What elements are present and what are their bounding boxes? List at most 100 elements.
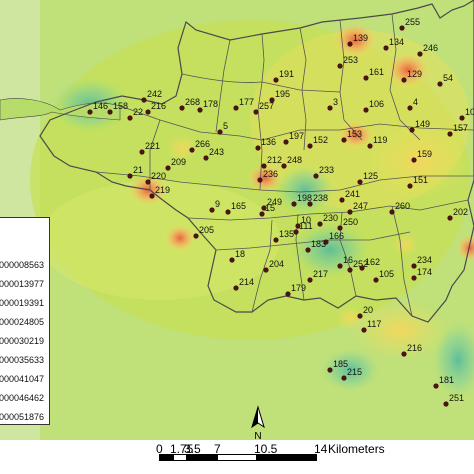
sample-point-marker — [261, 163, 267, 169]
sample-point-marker — [293, 229, 299, 235]
sample-point-label: 152 — [313, 135, 328, 145]
sample-point-marker — [145, 179, 151, 185]
sample-point-label: 159 — [417, 149, 432, 159]
sample-point-marker — [347, 41, 353, 47]
sample-point-label: 220 — [151, 171, 166, 181]
sample-point-marker — [281, 163, 287, 169]
sample-point-marker — [87, 109, 93, 115]
sample-point-label: 252 — [353, 259, 368, 269]
sample-point-label: 238 — [313, 193, 328, 203]
sample-point-marker — [327, 367, 333, 373]
sample-point-label: 21 — [133, 165, 143, 175]
sample-point-label: 204 — [269, 259, 284, 269]
legend-value: 000035633 — [0, 355, 45, 365]
sample-point-label: 146 — [93, 101, 108, 111]
sample-point-marker — [203, 155, 209, 161]
scale-segment — [187, 454, 217, 461]
sample-point-marker — [347, 267, 353, 273]
sample-point-label: 157 — [453, 123, 468, 133]
sample-point-marker — [307, 143, 313, 149]
sample-point-label: 15 — [265, 203, 275, 213]
sample-point-marker — [145, 109, 151, 115]
sample-point-marker — [401, 77, 407, 83]
sample-point-label: 241 — [345, 189, 360, 199]
sample-point-label: 197 — [289, 131, 304, 141]
sample-point-marker — [291, 201, 297, 207]
sample-point-label: 177 — [239, 97, 254, 107]
sample-point-marker — [269, 97, 275, 103]
sample-point-label: 249 — [267, 197, 282, 207]
scale-segment — [257, 454, 317, 461]
sample-point-label: 162 — [365, 257, 380, 267]
scale-segment — [159, 454, 173, 461]
sample-point-marker — [233, 285, 239, 291]
sample-point-marker — [337, 63, 343, 69]
sample-point-marker — [367, 143, 373, 149]
sample-point-marker — [263, 267, 269, 273]
sample-point-label: 54 — [443, 73, 453, 83]
sample-point-label: 251 — [449, 393, 464, 403]
sample-point-label: 253 — [343, 55, 358, 65]
legend-value: 000046462 — [0, 393, 45, 403]
sample-point-label: 255 — [405, 17, 420, 27]
sample-point-marker — [447, 215, 453, 221]
sample-point-label: 230 — [323, 213, 338, 223]
sample-point-marker — [107, 109, 113, 115]
sample-point-marker — [307, 277, 313, 283]
sample-point-label: 183 — [311, 239, 326, 249]
sample-point-label: 166 — [329, 231, 344, 241]
sample-point-marker — [259, 211, 265, 217]
sample-point-label: 4 — [413, 97, 418, 107]
legend-value: 000019391 — [0, 298, 45, 308]
legend: 000008563 000013977 000019391 000024805 0000… — [0, 217, 50, 425]
sample-point-marker — [341, 375, 347, 381]
sample-point-label: 215 — [347, 367, 362, 377]
sample-point-label: 134 — [389, 37, 404, 47]
scale-tick-label: 7 — [214, 442, 221, 456]
sample-point-label: 216 — [407, 343, 422, 353]
sample-point-label: 174 — [417, 267, 432, 277]
sample-point-label: 117 — [367, 319, 381, 329]
sample-point-marker — [233, 105, 239, 111]
scale-bar: 0 1.75 3.5 7 10.5 14 — [155, 442, 328, 470]
sample-point-marker — [347, 209, 353, 215]
sample-point-marker — [337, 263, 343, 269]
scale-segment — [217, 454, 257, 461]
sample-point-label: 102 — [465, 107, 474, 117]
sample-point-marker — [411, 275, 417, 281]
sample-point-marker — [229, 257, 235, 263]
sample-point-label: 191 — [279, 69, 294, 79]
sample-point-marker — [127, 173, 133, 179]
sample-point-label: 178 — [203, 99, 218, 109]
sample-point-marker — [257, 177, 263, 183]
sample-point-marker — [361, 327, 367, 333]
sample-point-label: 161 — [369, 67, 384, 77]
sample-point-marker — [341, 137, 347, 143]
sample-point-label: 119 — [373, 135, 387, 145]
sample-point-marker — [261, 205, 267, 211]
sample-point-marker — [433, 383, 439, 389]
sample-point-label: 248 — [287, 155, 302, 165]
sample-point-marker — [437, 81, 443, 87]
sample-point-marker — [363, 75, 369, 81]
scale-tick-label: 3.5 — [184, 442, 201, 456]
sample-point-marker — [409, 127, 415, 133]
sample-point-marker — [255, 145, 261, 151]
sample-point-marker — [307, 201, 313, 207]
sample-point-marker — [197, 107, 203, 113]
sample-point-label: 106 — [369, 99, 384, 109]
scale-tick-label: 14 — [314, 442, 328, 456]
sample-point-marker — [317, 221, 323, 227]
legend-value: 000030219 — [0, 336, 45, 346]
sample-point-marker — [127, 115, 133, 121]
sample-point-label: 105 — [379, 269, 394, 279]
sample-point-label: 221 — [145, 141, 160, 151]
sample-point-label: 129 — [407, 69, 422, 79]
sample-point-label: 260 — [395, 201, 410, 211]
sample-point-marker — [139, 149, 145, 155]
sample-point-marker — [407, 183, 413, 189]
sample-point-label: 18 — [235, 249, 245, 259]
sample-point-marker — [273, 237, 279, 243]
sample-point-marker — [401, 351, 407, 357]
